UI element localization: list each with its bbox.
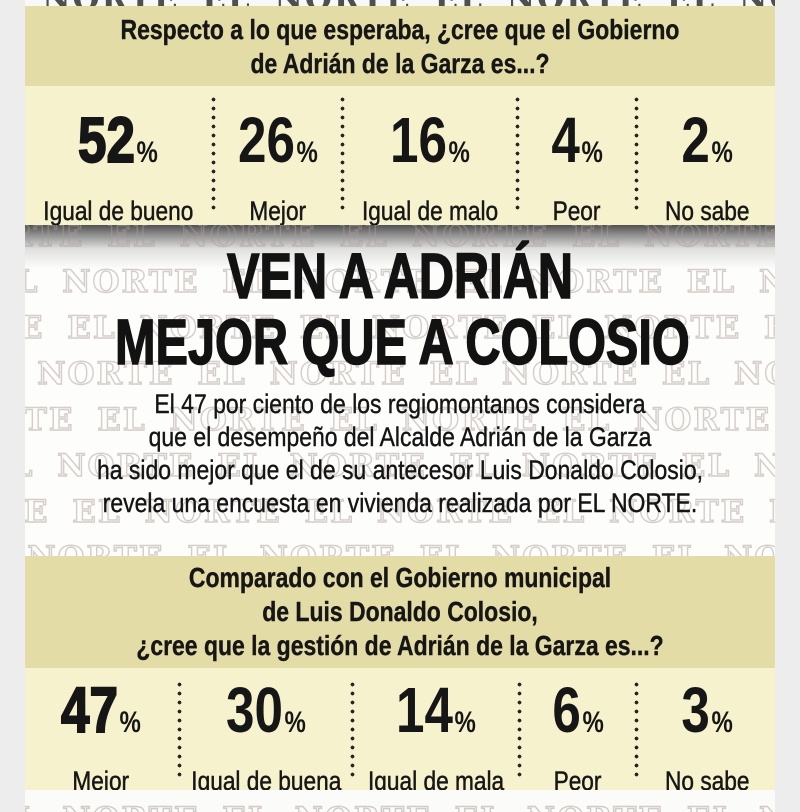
dotted-divider	[176, 680, 182, 778]
stat-no-sabe: 2% No sabe	[639, 86, 775, 227]
stat-value: 3%	[681, 674, 733, 746]
question2-line1: Comparado con el Gobierno municipal	[188, 562, 612, 593]
dotted-divider	[633, 680, 639, 778]
question-banner-1: Respecto a lo que esperaba, ¿cree que el…	[25, 6, 775, 86]
stat-no-sabe: 3% No sabe	[639, 668, 775, 796]
stat-label: Igual de malo	[361, 196, 498, 227]
stat-value: 47%	[60, 674, 141, 746]
stat-peor: 6% Peor	[522, 668, 634, 796]
watermark-text-row: EL NORTE EL NORTE EL NORTE EL NORTE EL N…	[25, 493, 775, 530]
stat-value: 6%	[552, 674, 604, 746]
dotted-divider	[516, 680, 522, 778]
top-watermark-strip: EL NORTE EL NORTE EL NORTE EL NORTE EL N…	[25, 0, 775, 6]
stat-label: Peor	[552, 196, 601, 227]
stat-value: 26%	[237, 104, 318, 176]
question1-line1: Respecto a lo que esperaba, ¿cree que el…	[120, 14, 680, 45]
stat-igual-de-bueno: 52% Igual de bueno	[25, 86, 211, 227]
stat-label: Mejor	[249, 196, 307, 227]
stat-mejor: 47% Mejor	[25, 668, 177, 796]
watermark-text-row: EL NORTE EL NORTE EL NORTE EL NORTE EL N…	[25, 447, 775, 484]
headline-line2: MEJOR QUE A COLOSIO	[114, 306, 690, 378]
watermark-text-row: EL NORTE EL NORTE EL NORTE EL NORTE EL N…	[25, 355, 775, 392]
watermark-text-row: EL NORTE EL NORTE EL NORTE EL NORTE EL N…	[25, 0, 775, 6]
stat-value: 4%	[551, 104, 603, 176]
stat-value: 14%	[396, 674, 476, 746]
stat-peor: 4% Peor	[520, 86, 634, 227]
watermark-text-row: EL NORTE EL NORTE EL NORTE EL NORTE EL N…	[25, 263, 775, 300]
dotted-divider	[210, 95, 216, 214]
watermark-text-row: EL NORTE EL NORTE EL NORTE EL NORTE EL N…	[25, 225, 775, 255]
body-line2: que el desempeño del Alcalde Adrián de l…	[148, 422, 652, 452]
body-line4: revela una encuesta en vivienda realizad…	[102, 488, 698, 518]
watermark-text-row: EL NORTE EL NORTE EL NORTE EL NORTE EL N…	[25, 796, 775, 812]
question2-line2: de Luis Donaldo Colosio,	[262, 596, 538, 627]
headline-content: VEN A ADRIÁN MEJOR QUE A COLOSIO El 47 p…	[25, 225, 775, 520]
stat-value: 30%	[226, 674, 306, 746]
question2-line3: ¿cree que la gestión de Adrián de la Gar…	[136, 630, 664, 661]
stat-label: Igual de bueno	[42, 196, 194, 227]
top-shadow-gradient	[25, 225, 775, 269]
question1-line2: de Adrián de la Garza es...?	[250, 48, 550, 79]
body-text: El 47 por ciento de los regiomontanos co…	[25, 388, 775, 520]
stat-value: 52%	[77, 104, 158, 176]
stat-igual-de-buena: 30% Igual de buena	[182, 668, 350, 796]
body-line3: ha sido mejor que el de su antecesor Lui…	[97, 455, 703, 485]
stat-igual-de-malo: 16% Igual de malo	[345, 86, 515, 227]
el-norte-watermark: EL NORTE EL NORTE EL NORTE EL NORTE EL N…	[25, 225, 775, 556]
dotted-divider	[514, 95, 520, 214]
question-banner-2: Comparado con el Gobierno municipal de L…	[25, 556, 775, 668]
watermark-text-row: EL NORTE EL NORTE EL NORTE EL NORTE EL N…	[25, 309, 775, 346]
watermark-text-row: EL NORTE EL NORTE EL NORTE EL NORTE EL N…	[25, 535, 775, 556]
stats-row-2: 47% Mejor 30% Igual de buena 14% Igual d…	[25, 668, 775, 796]
stat-value: 2%	[681, 104, 733, 176]
dotted-divider	[339, 95, 345, 214]
watermark-text-row: EL NORTE EL NORTE EL NORTE EL NORTE EL N…	[25, 401, 775, 438]
headline-section: EL NORTE EL NORTE EL NORTE EL NORTE EL N…	[25, 225, 775, 556]
dotted-divider	[633, 95, 639, 214]
dotted-divider	[350, 680, 356, 778]
stat-label: No sabe	[664, 196, 750, 227]
headline-line1: VEN A ADRIÁN	[226, 240, 573, 312]
body-line1: El 47 por ciento de los regiomontanos co…	[154, 389, 646, 419]
stat-value: 16%	[389, 104, 470, 176]
stat-mejor: 26% Mejor	[216, 86, 340, 227]
stats-row-1: 52% Igual de bueno 26% Mejor 16% Igual d…	[25, 86, 775, 227]
bottom-watermark-strip: EL NORTE EL NORTE EL NORTE EL NORTE EL N…	[25, 790, 775, 812]
stat-igual-de-mala: 14% Igual de mala	[355, 668, 517, 796]
